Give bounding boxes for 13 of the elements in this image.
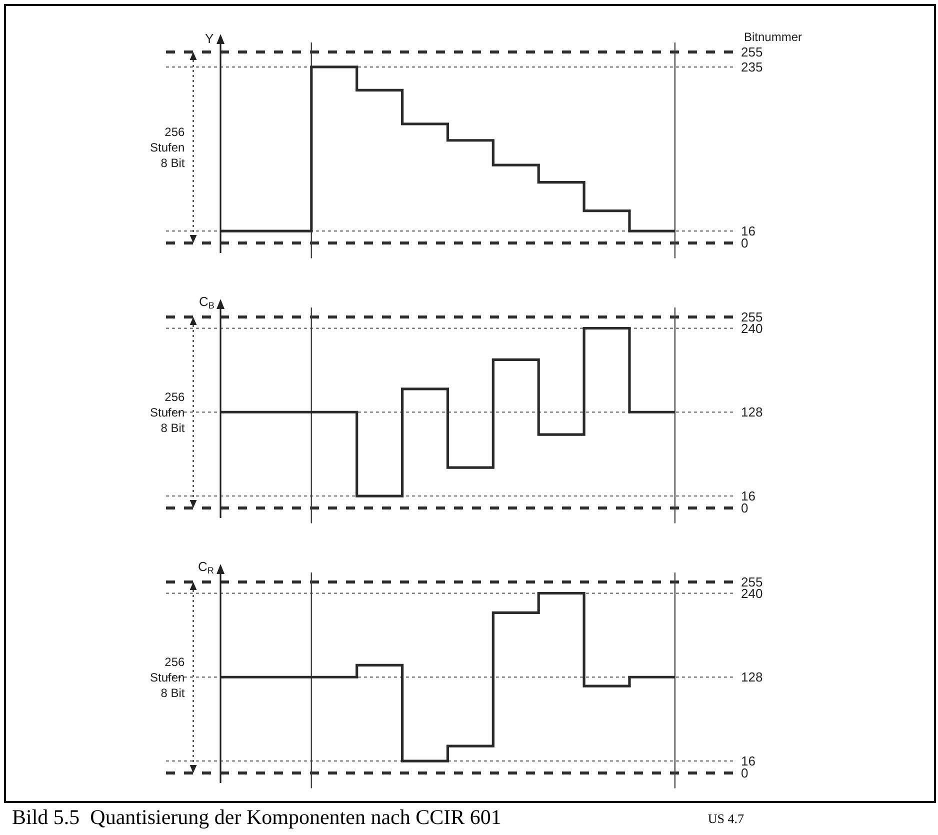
y-axis-title: Y: [205, 31, 214, 46]
annotation: 256 Stufen 8 Bit: [150, 125, 186, 170]
text: Bild 5.5 Quantisierung der Komponenten nach CCIR 601: [12, 805, 502, 830]
y-axis-title: C$_{B}$: [199, 294, 214, 311]
annotation: 256 Stufen 8 Bit: [150, 655, 186, 700]
annotation: 256 Stufen 8 Bit: [150, 390, 186, 436]
text: Bitnummer: [744, 30, 802, 44]
y-tick-label: 128: [741, 670, 763, 685]
y-axis-title: C$_{R}$: [198, 559, 214, 576]
y-tick-label: 235: [741, 60, 763, 75]
y-tick-label: 255: [741, 44, 763, 60]
y-tick-label: 128: [741, 404, 763, 420]
text: US 4.7: [708, 811, 744, 827]
